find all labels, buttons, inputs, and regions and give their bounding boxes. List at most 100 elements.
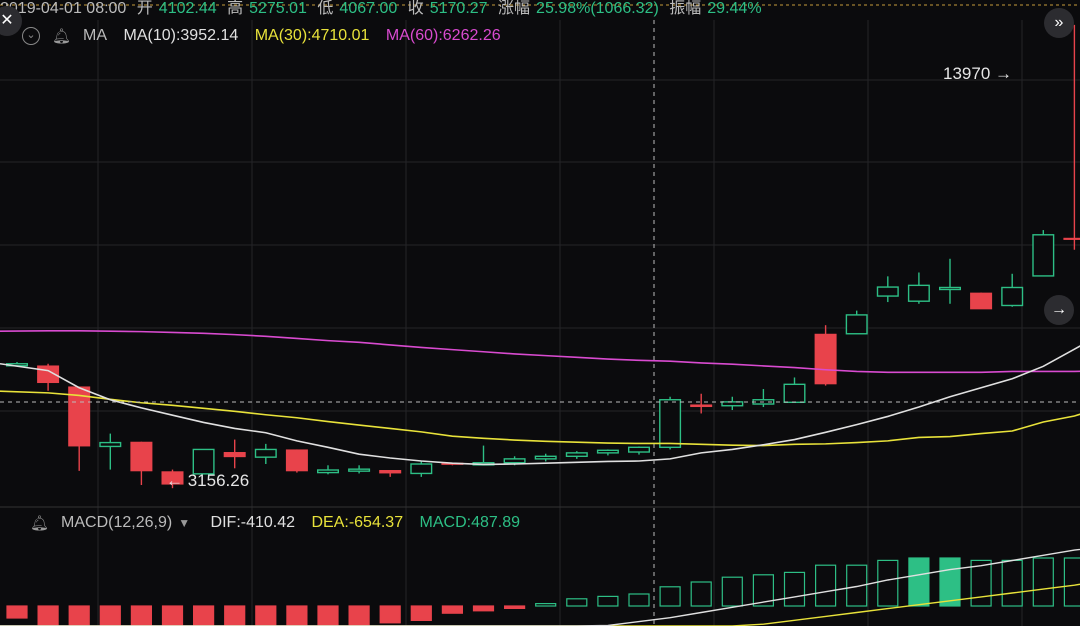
macd-value: MACD:487.89 <box>419 514 521 532</box>
candle-series <box>5 24 1080 489</box>
candle-body <box>348 468 371 472</box>
macd-panel <box>0 548 1080 626</box>
dif-value: DIF:-410.42 <box>210 514 296 532</box>
bell-icon[interactable]: 🔔︎ <box>30 515 50 532</box>
candle-body <box>939 286 962 291</box>
candle-body <box>876 286 899 297</box>
amplitude-label: 振幅 <box>669 0 702 17</box>
candle-body <box>161 471 184 485</box>
candle-body <box>503 458 526 464</box>
change-value: 25.98%(1066.32) <box>536 0 659 17</box>
candle-body <box>907 284 930 302</box>
dif-line <box>0 548 1080 626</box>
macd-bar <box>566 598 588 607</box>
ma-title: MA <box>83 27 108 45</box>
close-value: 5170.27 <box>429 0 488 17</box>
candle-body <box>565 452 588 457</box>
close-label: 收 <box>407 0 424 17</box>
macd-legend: 🔔︎ MACD(12,26,9) ▼ DIF:-410.42 DEA:-654.37… <box>30 514 532 532</box>
high-label: 高 <box>227 0 244 17</box>
collapse-button[interactable]: » <box>1044 8 1074 38</box>
candle-body <box>845 314 868 335</box>
candle-body <box>68 386 91 447</box>
candle-body <box>659 399 682 449</box>
macd-bar <box>721 576 743 607</box>
dea-line <box>0 583 1080 626</box>
change-label: 涨幅 <box>498 0 531 17</box>
candle-body <box>285 449 308 472</box>
ma60-line <box>0 329 1080 374</box>
candle-body <box>534 455 557 460</box>
candle-body <box>628 446 651 453</box>
candle-body <box>254 448 277 458</box>
candle-body <box>721 401 744 407</box>
candle-body <box>1001 286 1024 307</box>
ma60-value: MA(60):6262.26 <box>385 27 501 45</box>
bell-icon[interactable]: 🔔︎ <box>52 28 72 45</box>
macd-bar <box>37 605 59 626</box>
macd-bar <box>286 605 308 626</box>
ma30-line <box>0 390 1080 447</box>
macd-bar <box>970 559 992 607</box>
macd-bar <box>504 605 526 609</box>
ma-lines <box>0 329 1080 466</box>
candle-body <box>223 452 246 458</box>
macd-bar <box>99 605 121 626</box>
macd-bar <box>6 605 28 619</box>
macd-bar <box>783 571 806 607</box>
macd-bar <box>410 605 432 621</box>
macd-bar <box>877 559 899 607</box>
amplitude-value: 29.44% <box>707 0 762 17</box>
close-button[interactable]: ✕ <box>0 6 22 36</box>
candle-body <box>379 470 402 474</box>
candle-body <box>99 441 122 448</box>
macd-title[interactable]: MACD(12,26,9) <box>61 514 173 532</box>
open-label: 开 <box>136 0 153 17</box>
macd-bar <box>814 564 837 607</box>
low-value: 4067.00 <box>339 0 398 17</box>
caret-down-icon[interactable]: ▼ <box>178 516 191 530</box>
ma30-value: MA(30):4710.01 <box>254 27 370 45</box>
macd-bar <box>690 581 712 607</box>
low-label: 低 <box>317 0 334 17</box>
candle-body <box>192 448 215 475</box>
macd-bar <box>348 605 370 626</box>
candle-body <box>783 383 806 404</box>
crosshair <box>0 20 1080 626</box>
macd-bar <box>939 557 961 607</box>
macd-bar <box>752 574 775 607</box>
scroll-right-button[interactable]: → <box>1044 295 1074 325</box>
macd-bar <box>1032 557 1054 607</box>
candle-body <box>596 449 619 454</box>
macd-bar <box>255 605 277 626</box>
high-value: 5275.01 <box>249 0 307 17</box>
macd-bar <box>224 605 246 626</box>
macd-bar <box>597 595 619 607</box>
macd-bar <box>161 605 184 626</box>
candle-body <box>814 333 837 385</box>
macd-bar <box>317 605 339 626</box>
ma-legend: ⌄ 🔔︎ MA MA(10):3952.14 MA(30):4710.01 MA(6… <box>22 27 513 45</box>
ma10-value: MA(10):3952.14 <box>123 27 239 45</box>
high-annotation: 13970 → <box>943 64 1012 83</box>
macd-bar <box>68 605 90 626</box>
candle-body <box>1063 237 1080 240</box>
ohlc-info-bar: 2019-04-01 08:00 开 4102.44 高 5275.01 低 4067… <box>0 0 1080 20</box>
macd-bar <box>1001 559 1023 607</box>
candle-body <box>1032 234 1055 277</box>
chart-grid <box>0 4 1080 626</box>
low-annotation: ← 3156.26 <box>166 471 250 490</box>
macd-bar <box>379 605 401 624</box>
bar-datetime: 2019-04-01 08:00 <box>0 0 127 17</box>
open-value: 4102.44 <box>158 0 217 17</box>
macd-bar <box>846 564 868 607</box>
macd-bar <box>628 593 650 607</box>
macd-bar <box>1063 557 1080 607</box>
candle-body <box>690 404 713 408</box>
candle-body <box>410 463 433 475</box>
macd-bar <box>472 605 495 612</box>
chevron-down-icon[interactable]: ⌄ <box>22 27 40 45</box>
macd-bar <box>193 605 215 626</box>
ma10-line <box>0 345 1080 466</box>
